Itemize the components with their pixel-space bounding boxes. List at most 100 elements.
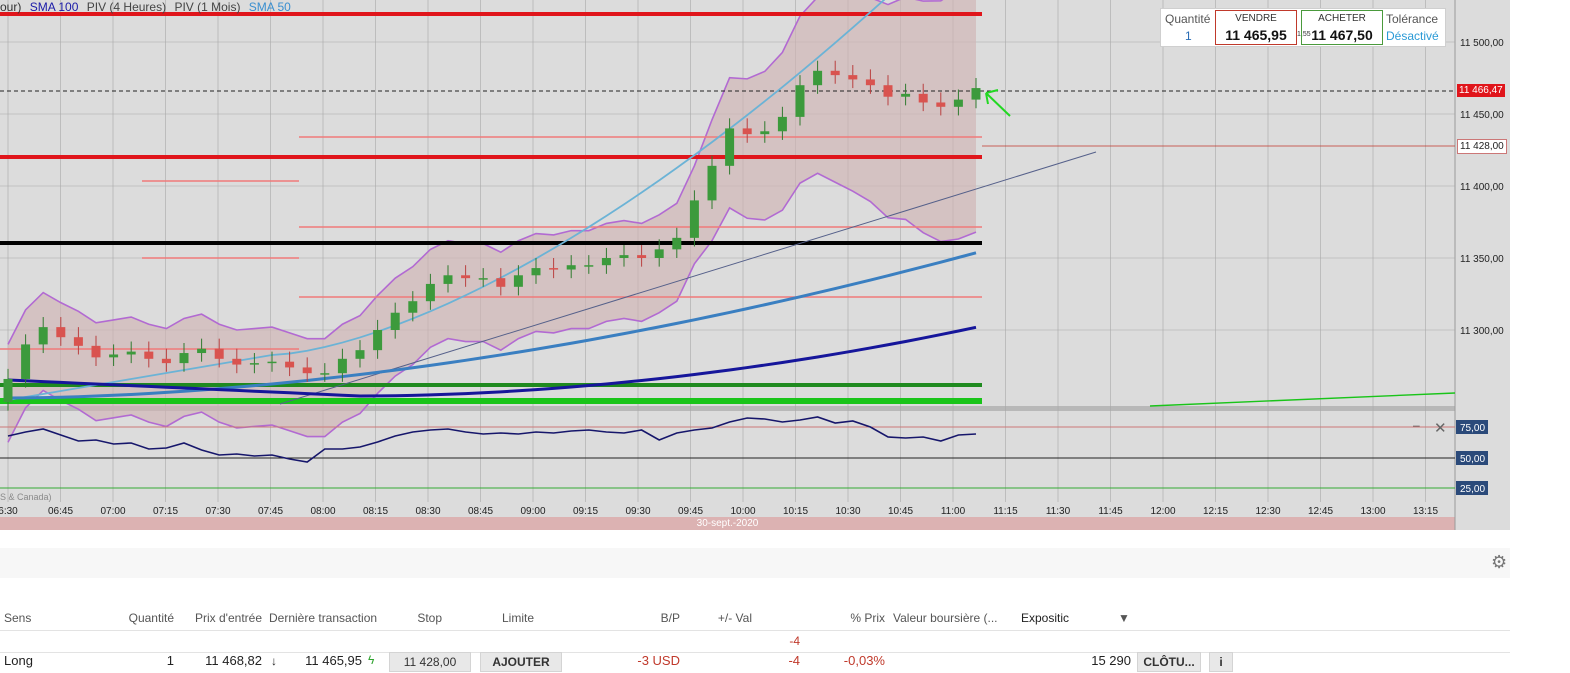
- candle-body: [408, 301, 418, 313]
- candle-body: [918, 93, 928, 103]
- tolerance-label: Tolérance: [1386, 12, 1439, 26]
- time-axis-label: 12:00: [1150, 506, 1175, 517]
- time-axis-label: 07:45: [258, 506, 283, 517]
- trend-line: [279, 151, 1097, 405]
- col-limit[interactable]: Limite: [502, 611, 535, 625]
- candle-body: [373, 330, 383, 351]
- info-button[interactable]: i: [1209, 652, 1233, 672]
- time-axis-label: 12:30: [1255, 506, 1280, 517]
- quantity-label: Quantité: [1165, 12, 1211, 26]
- candle-body: [619, 255, 629, 258]
- candle-body: [285, 361, 295, 368]
- buy-button[interactable]: ACHETER 11 467,50: [1301, 10, 1383, 45]
- candle-body: [109, 354, 119, 358]
- candle-body: [813, 70, 823, 86]
- candle-body: [513, 275, 523, 287]
- positions-toolbar: ⚙: [0, 548, 1510, 578]
- quantity-value[interactable]: 1: [1185, 29, 1192, 43]
- candle-body: [795, 85, 805, 117]
- date-label: 30-sept.-2020: [696, 518, 759, 529]
- col-quantity[interactable]: Quantité: [128, 611, 174, 625]
- rsi-minimize-icon[interactable]: –: [1413, 418, 1420, 432]
- time-axis-label: 09:00: [520, 506, 545, 517]
- row-exposure: 15 290: [1091, 653, 1131, 668]
- stop-field[interactable]: 11 428,00: [389, 652, 471, 672]
- row-value-change: -4: [788, 653, 800, 668]
- arrow-down-icon: ↓: [271, 654, 277, 668]
- time-axis-label: 11:15: [993, 506, 1018, 517]
- candle-body: [337, 358, 347, 374]
- col-pl[interactable]: B/P: [660, 611, 680, 625]
- legend-item-sma100[interactable]: SMA 100: [29, 0, 79, 14]
- candle-body: [566, 265, 576, 270]
- table-row[interactable]: Long 1 11 468,82 ↓ 11 465,95 ϟ 11 428,00…: [0, 651, 1510, 673]
- time-axis-label: 06:45: [48, 506, 73, 517]
- rsi-axis-tag: [1456, 481, 1488, 495]
- quick-order-panel: Quantité 1 VENDRE 11 465,95 1,55 ACHETER…: [1160, 8, 1446, 47]
- close-position-button[interactable]: CLÔTU...: [1137, 652, 1201, 672]
- sell-label: VENDRE: [1235, 13, 1277, 24]
- candle-body: [848, 75, 858, 80]
- rsi-close-icon[interactable]: ✕: [1434, 420, 1447, 437]
- candle-body: [549, 268, 559, 270]
- candle-body: [725, 128, 735, 166]
- long-support-trend: [1149, 392, 1456, 407]
- col-market-value[interactable]: Valeur boursière (...: [893, 611, 998, 625]
- row-direction: Long: [4, 653, 33, 668]
- candle-body: [56, 327, 66, 338]
- sort-desc-icon[interactable]: ▼: [1118, 611, 1130, 625]
- time-axis-label: 08:00: [310, 506, 335, 517]
- buy-label: ACHETER: [1318, 13, 1366, 24]
- candle-body: [144, 351, 154, 359]
- candle-body: [971, 88, 981, 100]
- legend-item-piv-4h[interactable]: PIV (4 Heures): [86, 0, 167, 14]
- col-last-trade[interactable]: Dernière transaction: [269, 611, 378, 625]
- candle-body: [249, 363, 259, 365]
- time-axis-bg: [0, 502, 1455, 517]
- col-entry-price[interactable]: Prix d'entrée: [195, 611, 262, 625]
- positions-panel: ⚙ Sens Quantité Prix d'entrée Dernière t…: [0, 548, 1510, 672]
- sell-button[interactable]: VENDRE 11 465,95: [1215, 10, 1297, 45]
- legend-item-sma50[interactable]: SMA 50: [248, 0, 291, 14]
- summary-value-change: -4: [789, 634, 800, 648]
- add-limit-button[interactable]: AJOUTER: [480, 652, 562, 672]
- stop-price-tag: 11 428,00: [1457, 139, 1507, 154]
- positions-header: Sens Quantité Prix d'entrée Dernière tra…: [0, 606, 1510, 631]
- col-stop[interactable]: Stop: [417, 611, 442, 625]
- candle-body: [865, 79, 875, 86]
- candle-body: [355, 350, 365, 359]
- col-pct-price[interactable]: % Prix: [850, 611, 885, 625]
- candle-body: [267, 361, 277, 364]
- price-axis-label: 11 500,00: [1460, 38, 1504, 49]
- candle-body: [936, 102, 946, 107]
- bollinger-upper-line: [7, 0, 944, 345]
- rsi-axis-tag: [1456, 420, 1488, 434]
- candle-body: [689, 200, 699, 238]
- rsi-axis-label: 50,00: [1460, 454, 1485, 465]
- time-axis-label: 10:15: [783, 506, 808, 517]
- sma200-line: [7, 325, 977, 398]
- col-exposure[interactable]: Expositic: [1021, 611, 1070, 625]
- positions-summary-row: -4: [0, 632, 1510, 653]
- bollinger-band-fill: [8, 0, 976, 443]
- time-axis-label: 09:45: [678, 506, 703, 517]
- col-value-change[interactable]: +/- Val: [717, 611, 752, 625]
- legend-item-piv-1m[interactable]: PIV (1 Mois): [174, 0, 241, 14]
- candle-body: [531, 268, 541, 276]
- time-axis-label: 08:30: [415, 506, 440, 517]
- candle-body: [232, 358, 242, 365]
- sell-price: 11 465,95: [1225, 27, 1287, 43]
- lightning-icon: ϟ: [368, 653, 375, 667]
- col-direction[interactable]: Sens: [4, 611, 32, 625]
- row-quantity: 1: [166, 653, 174, 668]
- time-axis-label: 10:45: [888, 506, 913, 517]
- gear-icon[interactable]: ⚙: [1491, 552, 1508, 572]
- tolerance-value[interactable]: Désactivé: [1386, 29, 1439, 43]
- candle-body: [601, 258, 611, 266]
- annotation-arrow: [985, 89, 1011, 117]
- candle-body: [73, 337, 83, 346]
- time-axis-label: 11:45: [1098, 506, 1123, 517]
- indicator-legend: our) SMA 100 PIV (4 Heures) PIV (1 Mois)…: [0, 0, 296, 14]
- spread-value: 1,55: [1297, 31, 1311, 38]
